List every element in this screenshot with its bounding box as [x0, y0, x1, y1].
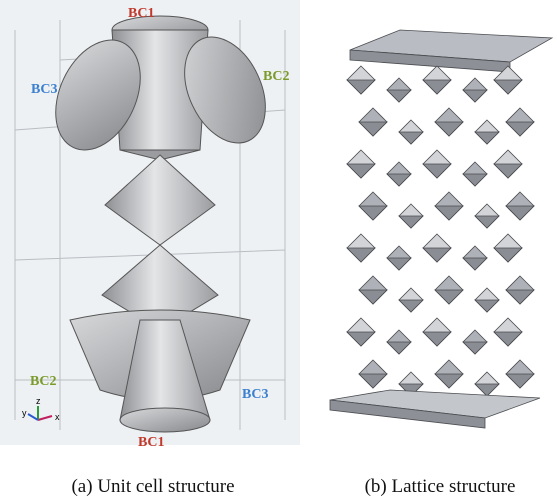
lattice-node	[494, 332, 522, 346]
lattice-node	[399, 132, 423, 144]
figure: y z x BC1 BC3 BC2 BC2 BC3 BC1 (a) Unit c…	[0, 0, 557, 504]
lattice-node	[475, 300, 499, 312]
lattice-node	[435, 206, 463, 220]
lattice-node	[463, 90, 487, 102]
lattice-node	[359, 206, 387, 220]
lattice-node	[347, 80, 375, 94]
lattice-node	[347, 332, 375, 346]
caption: (a) Unit cell structure	[71, 476, 234, 497]
lattice-node	[387, 342, 411, 354]
boundary-label: BC1	[128, 6, 154, 21]
lattice-node	[359, 290, 387, 304]
lattice-node	[435, 374, 463, 388]
lattice-node	[494, 248, 522, 262]
lattice-node	[506, 290, 534, 304]
lattice-node	[475, 216, 499, 228]
lattice-node	[475, 132, 499, 144]
lattice-node	[423, 248, 451, 262]
lattice-node	[506, 122, 534, 136]
lattice-node	[387, 90, 411, 102]
bottom-face	[120, 408, 210, 432]
axis-label: x	[55, 412, 60, 422]
lattice-node	[475, 384, 499, 396]
lattice-node	[494, 80, 522, 94]
lattice-node	[399, 300, 423, 312]
lattice-node	[463, 258, 487, 270]
axis-label: y	[22, 408, 27, 418]
boundary-label: BC1	[138, 435, 164, 450]
lattice-node	[423, 80, 451, 94]
lattice-node	[423, 164, 451, 178]
lattice-node	[494, 164, 522, 178]
lattice-node	[399, 216, 423, 228]
lattice-node	[387, 174, 411, 186]
lattice-node	[359, 122, 387, 136]
axis-label: z	[36, 396, 41, 406]
boundary-label: BC2	[30, 374, 56, 389]
lattice-node	[435, 290, 463, 304]
lattice-node	[463, 174, 487, 186]
lattice-node	[506, 374, 534, 388]
boundary-label: BC2	[263, 69, 289, 84]
lattice-node	[435, 122, 463, 136]
caption: (b) Lattice structure	[365, 476, 516, 497]
lattice-node	[463, 342, 487, 354]
lattice-node	[347, 164, 375, 178]
lattice-structure	[330, 30, 552, 428]
boundary-label: BC3	[31, 82, 57, 97]
lattice-node	[359, 374, 387, 388]
lattice-node	[387, 258, 411, 270]
lattice-node	[423, 332, 451, 346]
lattice-node	[347, 248, 375, 262]
boundary-label: BC3	[242, 387, 268, 402]
lattice-node	[506, 206, 534, 220]
